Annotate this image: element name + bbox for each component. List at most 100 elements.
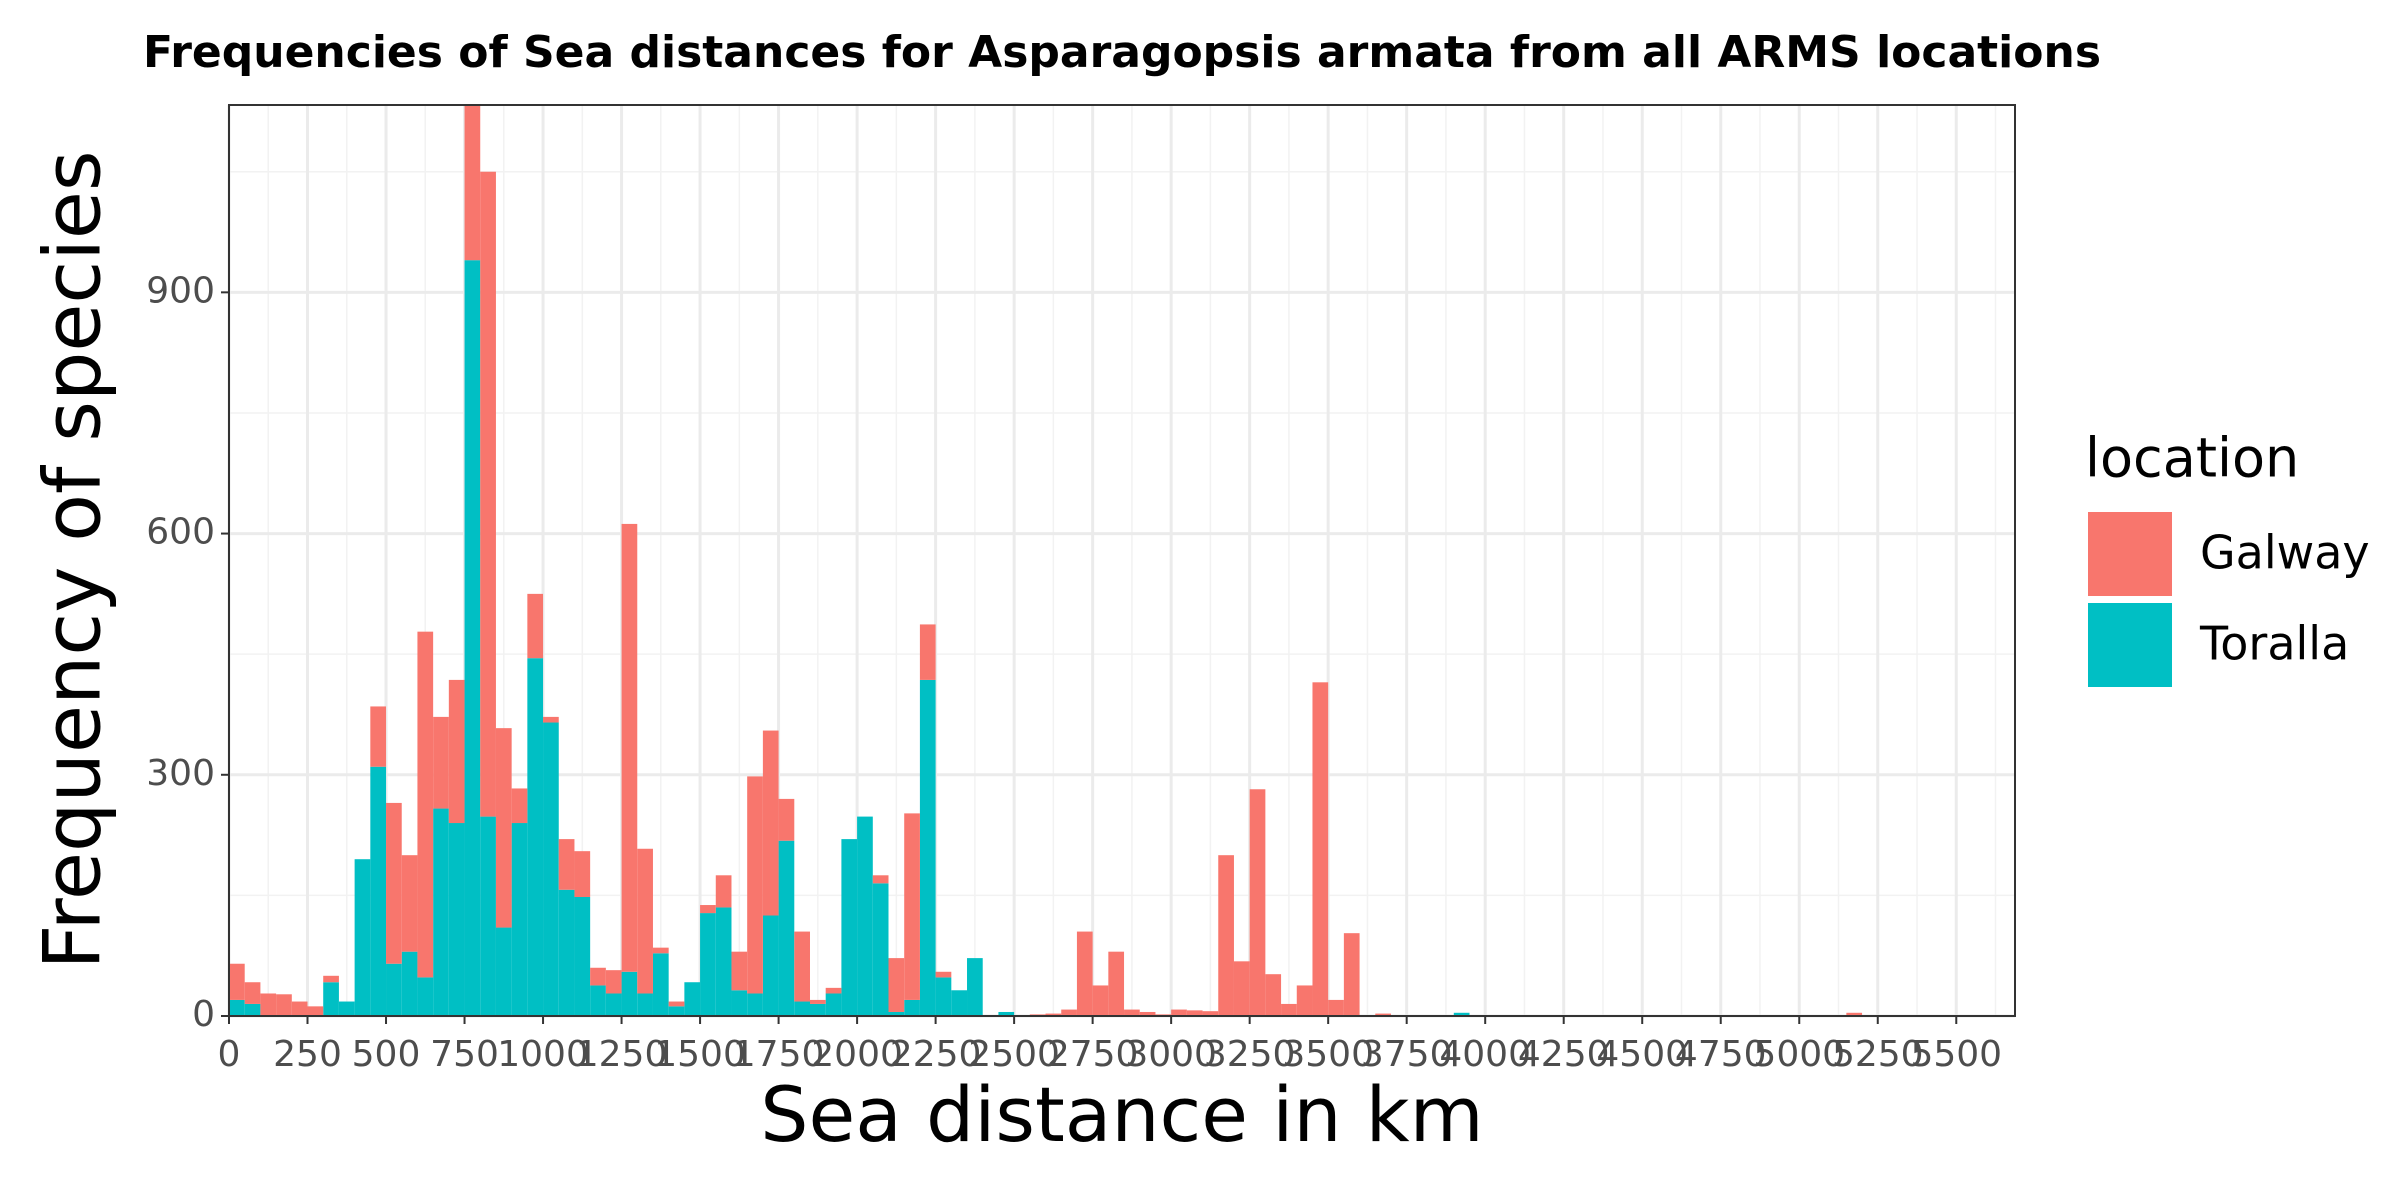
- axes: 0 250 500 750100012501500175020002250250027…: [146, 270, 2002, 1075]
- bar: [527, 593, 544, 659]
- bar: [1281, 1003, 1297, 1016]
- bar: [386, 963, 402, 1016]
- bar: [935, 971, 952, 978]
- bar: [605, 970, 622, 994]
- legend-title: location: [2085, 427, 2299, 490]
- bar: [1343, 933, 1360, 1016]
- bar: [637, 993, 653, 1016]
- bar: [747, 776, 763, 994]
- bar: [747, 993, 763, 1016]
- bar: [433, 716, 449, 809]
- bar: [260, 993, 277, 1016]
- legend: Galway Toralla: [2088, 512, 2370, 687]
- bar: [1375, 1013, 1391, 1016]
- y-tick-label: 300: [146, 753, 215, 794]
- bar: [998, 1011, 1015, 1016]
- bar: [668, 1006, 685, 1016]
- bar: [448, 823, 465, 1016]
- x-tick-label: 1750: [733, 1034, 825, 1075]
- bar: [558, 889, 575, 1016]
- x-tick-label: 0: [218, 1034, 241, 1075]
- bar: [1124, 1009, 1140, 1016]
- bar: [700, 905, 716, 914]
- x-tick-label: 5250: [1832, 1034, 1924, 1075]
- bar: [558, 839, 575, 890]
- bar: [919, 624, 936, 680]
- bar: [480, 171, 496, 817]
- bar: [1171, 1009, 1187, 1016]
- bar: [825, 987, 842, 994]
- bar: [637, 848, 653, 994]
- bar: [652, 953, 669, 1016]
- bar: [1846, 1012, 1863, 1016]
- chart-title: Frequencies of Sea distances for Asparag…: [143, 27, 2101, 78]
- bar: [307, 1006, 324, 1016]
- bar: [809, 999, 826, 1004]
- bar: [1296, 985, 1313, 1016]
- bar: [872, 883, 889, 1016]
- bar: [621, 971, 638, 1016]
- bar: [904, 813, 920, 1000]
- bar: [323, 975, 339, 983]
- bar: [1186, 1010, 1203, 1016]
- bar: [511, 823, 528, 1016]
- bar: [1312, 682, 1329, 1016]
- x-tick-label: 4250: [1518, 1034, 1610, 1075]
- x-tick-label: 4750: [1675, 1034, 1767, 1075]
- x-tick-label: 500: [352, 1034, 421, 1075]
- bar: [401, 855, 418, 952]
- bar: [794, 1001, 810, 1016]
- bar: [543, 716, 559, 723]
- bar: [495, 728, 512, 928]
- x-tick-label: 2000: [811, 1034, 903, 1075]
- bar: [731, 951, 748, 991]
- x-tick-label: 750: [430, 1034, 499, 1075]
- bar: [935, 977, 952, 1016]
- bar: [1108, 951, 1125, 1016]
- x-tick-label: 5500: [1910, 1034, 2002, 1075]
- bar: [652, 947, 669, 954]
- x-tick-label: 3500: [1282, 1034, 1374, 1075]
- bar: [1453, 1012, 1470, 1016]
- bar: [684, 982, 701, 1016]
- bar: [700, 913, 716, 1016]
- bar: [668, 1001, 685, 1007]
- bar: [605, 993, 622, 1016]
- plot-border: [228, 104, 2016, 1017]
- bar: [511, 788, 528, 824]
- x-tick-label: 3000: [1125, 1034, 1217, 1075]
- bar: [276, 994, 292, 1016]
- legend-swatch: [2088, 603, 2172, 687]
- bar: [794, 931, 810, 1002]
- x-tick-label: 2500: [968, 1034, 1060, 1075]
- bar: [762, 730, 779, 916]
- bar: [338, 1001, 355, 1016]
- bar: [574, 851, 591, 897]
- bar: [1045, 1013, 1062, 1016]
- bar: [841, 839, 858, 1016]
- bar: [1202, 1011, 1219, 1016]
- y-tick-label: 900: [146, 270, 215, 311]
- bar: [323, 982, 339, 1016]
- bar: [574, 896, 591, 1016]
- bar: [543, 722, 559, 1016]
- bar: [1139, 1011, 1156, 1016]
- bar: [1218, 855, 1234, 1016]
- bar: [762, 915, 779, 1016]
- bar: [590, 967, 606, 986]
- bar: [715, 907, 732, 1016]
- bar: [951, 990, 968, 1016]
- bar: [370, 766, 387, 1016]
- bar: [1233, 961, 1250, 1016]
- bar: [244, 1003, 261, 1016]
- bar: [1265, 974, 1282, 1016]
- bar: [825, 993, 842, 1016]
- bar: [919, 679, 936, 1016]
- bar: [857, 816, 873, 1016]
- bar: [778, 840, 795, 1016]
- bar: [590, 985, 606, 1016]
- x-tick-label: 5000: [1753, 1034, 1845, 1075]
- bar: [621, 523, 638, 972]
- x-tick-label: 3250: [1204, 1034, 1296, 1075]
